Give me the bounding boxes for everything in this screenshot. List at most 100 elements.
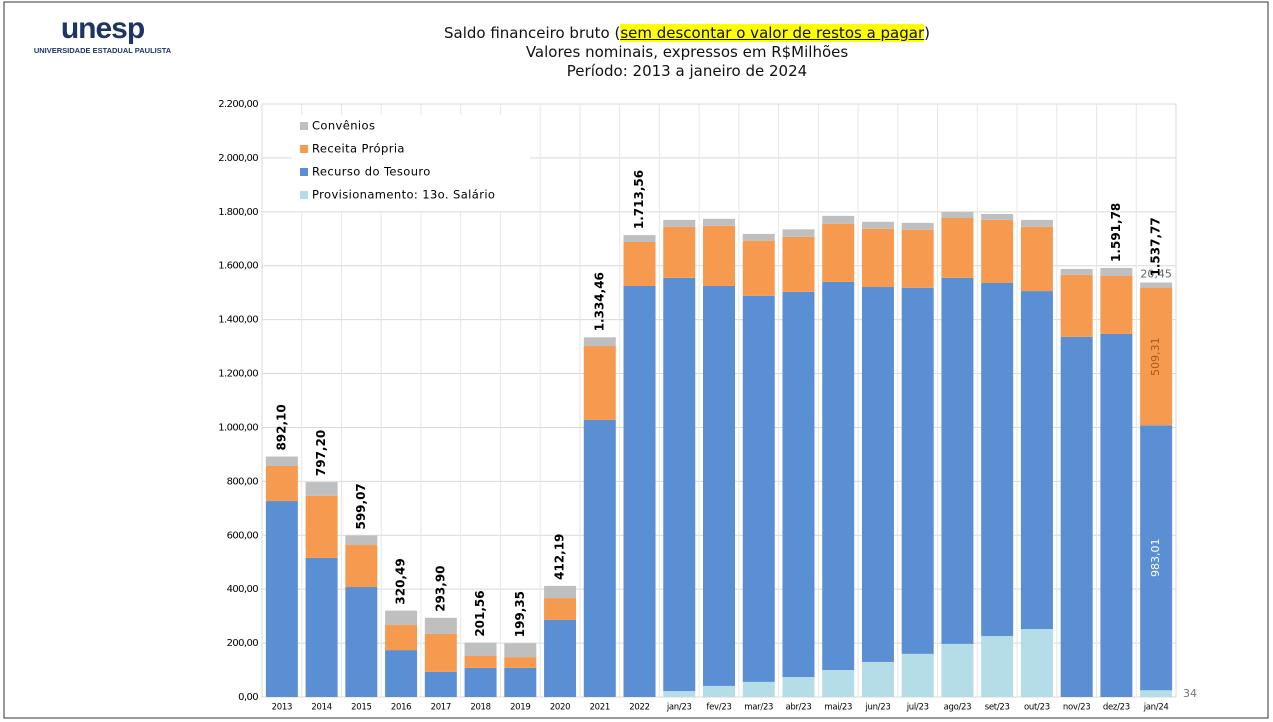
bar-segment (583, 337, 616, 347)
bar-segment (583, 419, 616, 697)
x-tick-label: jan/24 (1143, 703, 1169, 713)
bar-segment (544, 585, 577, 599)
title-part: ) (924, 24, 930, 42)
bar-segment (941, 643, 974, 697)
y-tick-label: 600,00 (227, 530, 259, 541)
legend-swatch (300, 191, 308, 199)
bar-segment (385, 650, 418, 697)
legend-swatch (300, 168, 308, 176)
subtitle: Período: 2013 a janeiro de 2024 (566, 62, 808, 80)
x-tick-label: 2017 (431, 703, 451, 713)
bar-segment (1020, 226, 1053, 292)
bar-segment (901, 229, 934, 288)
x-tick-label: set/23 (985, 703, 1010, 713)
bar-segment (424, 633, 457, 672)
bar-segment (1060, 268, 1093, 275)
x-tick-label: fev/23 (706, 703, 731, 713)
bar-segment (861, 287, 894, 662)
y-tick-label: 1.400,00 (218, 315, 258, 326)
bar-segment (544, 619, 577, 697)
bar-segment (1020, 629, 1053, 697)
x-tick-label: 2022 (629, 703, 649, 713)
x-tick-label: jul/23 (906, 703, 929, 713)
bar-segment (385, 625, 418, 651)
total-label: 201,56 (473, 590, 487, 636)
bar-segment (1140, 288, 1173, 426)
bar-segment (623, 285, 656, 697)
legend-label: Receita Própria (312, 142, 405, 156)
bar-segment (901, 222, 934, 230)
bar-segment (504, 643, 537, 658)
x-tick-label: mai/23 (824, 703, 852, 713)
x-tick-label: jan/23 (666, 703, 692, 713)
bar-segment (385, 610, 418, 626)
bar-segment (663, 226, 696, 278)
bar-segment (544, 598, 577, 620)
bar-segment (861, 228, 894, 288)
subtitle: Valores nominais, expressos em R$Milhões (525, 43, 849, 61)
bar-segment (1060, 336, 1093, 697)
bar-segment (782, 236, 815, 292)
bar-segment (663, 691, 696, 697)
y-tick-label: 2.000,00 (218, 153, 258, 164)
bar-segment (464, 667, 497, 697)
bar-segment (265, 456, 298, 466)
bar-segment (941, 277, 974, 644)
y-tick-label: 1.200,00 (218, 369, 258, 380)
bar-segment (504, 657, 537, 668)
x-tick-label: dez/23 (1103, 703, 1130, 713)
x-tick-label: 2015 (351, 703, 371, 713)
y-tick-label: 400,00 (227, 584, 259, 595)
total-label: 320,49 (394, 558, 408, 604)
bar-segment (663, 219, 696, 227)
bar-segment (941, 218, 974, 278)
bar-segment (305, 557, 338, 697)
bar-segment (901, 287, 934, 654)
bar-segment (703, 285, 735, 686)
y-tick-label: 1.600,00 (218, 261, 258, 272)
y-tick-label: 1.000,00 (218, 422, 258, 433)
bar-segment (822, 281, 855, 671)
bar-segment (663, 277, 696, 692)
bar-segment (1100, 275, 1133, 334)
x-tick-label: nov/23 (1063, 703, 1091, 713)
slide-border (3, 1, 1269, 719)
bar-segment (1100, 267, 1133, 276)
legend-swatch (300, 122, 308, 130)
bar-segment (742, 295, 775, 682)
bar-segment (742, 681, 775, 697)
bar-segment (941, 211, 974, 219)
bar-segment (583, 346, 616, 420)
legend-label: Recurso do Tesouro (312, 165, 431, 179)
x-tick-label: 2020 (550, 703, 570, 713)
total-label: 199,35 (513, 591, 527, 637)
bar-segment (1140, 282, 1173, 289)
total-label: 412,19 (553, 534, 567, 580)
bar-segment (981, 282, 1014, 637)
logo-name: unesp (60, 12, 145, 45)
y-tick-label: 200,00 (227, 638, 259, 649)
title-highlight: sem descontar o valor de restos a pagar (620, 24, 925, 42)
bar-segment (464, 656, 497, 668)
titles: Saldo financeiro bruto (sem descontar o … (287, 24, 1087, 81)
legend-label: Convênios (312, 119, 375, 133)
total-label: 1.537,77 (1149, 217, 1163, 276)
legend-box (292, 115, 530, 211)
bar-segment (345, 587, 378, 697)
bar-segment (981, 213, 1014, 220)
total-label: 892,10 (274, 404, 288, 450)
x-tick-label: 2013 (272, 703, 292, 713)
bar-segment (1060, 274, 1093, 337)
bar-segment (703, 218, 735, 226)
bar-segment (305, 482, 338, 496)
bar-segment (981, 219, 1014, 283)
legend-label: Provisionamento: 13o. Salário (312, 188, 495, 202)
bar-segment (1020, 219, 1053, 227)
bar-segment (265, 465, 298, 502)
x-tick-label: 2014 (311, 703, 331, 713)
bar-segment (782, 291, 815, 678)
x-tick-label: ago/23 (944, 703, 972, 713)
total-label: 1.591,78 (1109, 203, 1123, 262)
